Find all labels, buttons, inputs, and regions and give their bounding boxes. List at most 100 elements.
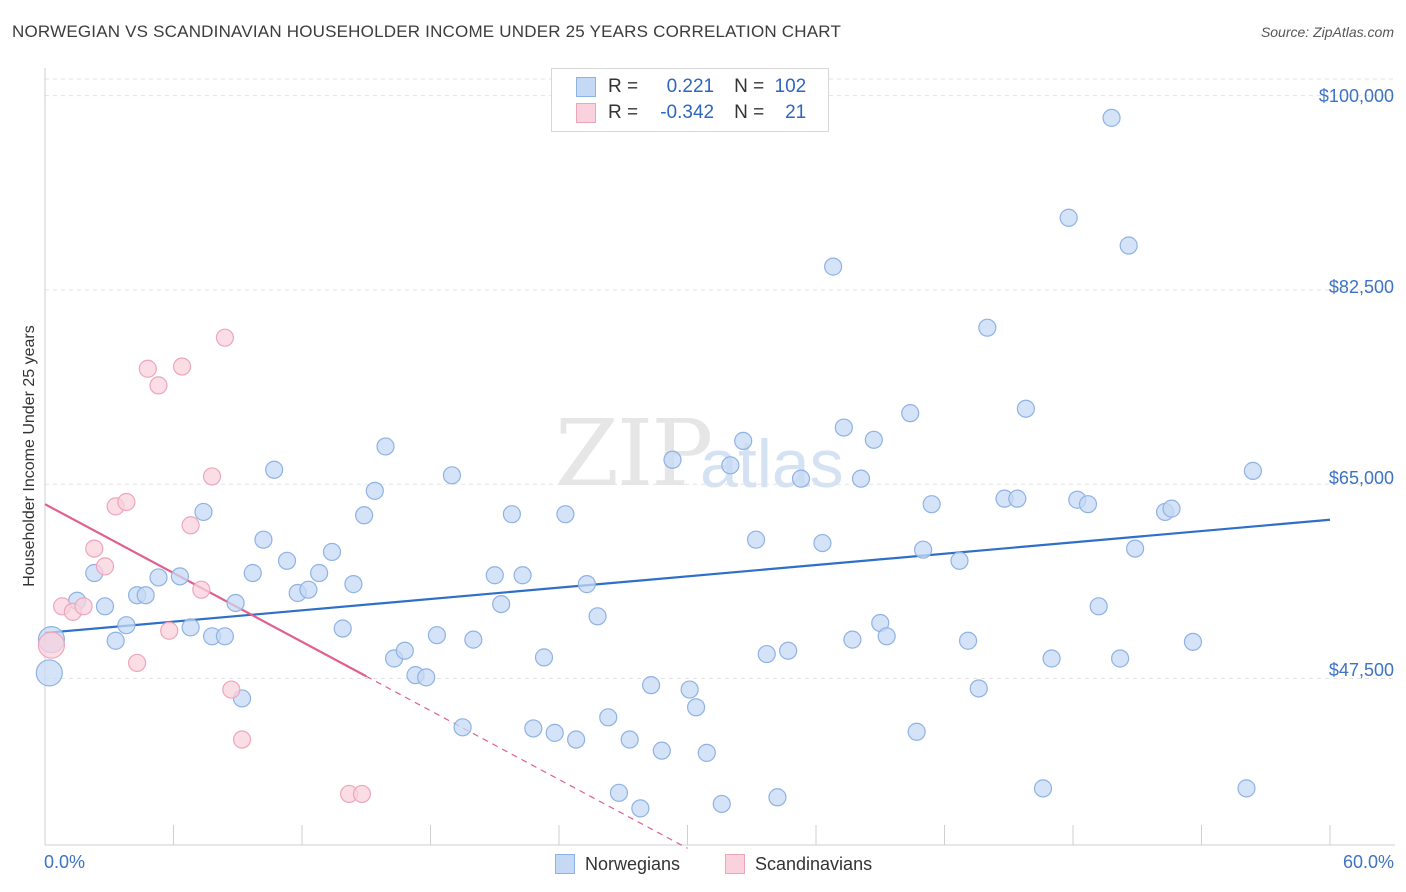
norwegians-point	[427, 626, 447, 645]
norwegians-point	[215, 627, 234, 646]
scandinavians-point	[181, 516, 200, 535]
norwegians-point	[534, 648, 554, 667]
norwegians-point	[35, 659, 63, 687]
norwegians-point	[680, 680, 699, 699]
norwegians-point	[277, 551, 297, 570]
norwegians-point	[1059, 208, 1078, 227]
norwegians-point	[577, 575, 596, 594]
scandinavians-trend-extension	[365, 675, 688, 849]
scandinavians-point	[160, 621, 179, 640]
legend-item-norwegians[interactable]: Norwegians	[555, 852, 680, 876]
scandinavians-point	[172, 357, 192, 376]
scandinavians-point	[222, 680, 241, 699]
norwegians-point	[1162, 499, 1181, 518]
norwegians-point	[1033, 779, 1053, 798]
r-label: R =	[608, 102, 639, 123]
norwegians-point	[969, 679, 988, 698]
norwegians-point	[1089, 597, 1108, 616]
norwegians-point	[464, 630, 483, 649]
norwegians-point	[333, 619, 352, 638]
norwegians-point	[950, 551, 969, 570]
norwegians-point	[721, 456, 740, 475]
norwegians-point	[686, 698, 706, 717]
norwegians-point	[813, 533, 832, 553]
norwegians-point	[567, 730, 586, 749]
norwegians-point	[556, 505, 575, 524]
norwegians-point	[1102, 108, 1121, 127]
norwegians-point	[791, 469, 811, 488]
norwegians-point	[1237, 779, 1256, 798]
norwegians-point	[355, 506, 374, 525]
norwegians-point	[641, 676, 661, 695]
norwegians-point	[106, 631, 125, 650]
norwegians-point	[877, 627, 896, 646]
norwegians-point	[663, 450, 682, 469]
norwegians-point	[149, 568, 168, 587]
y-tick-label-47500: $47,500	[1328, 660, 1394, 680]
norwegians-point	[243, 563, 262, 583]
n-label: N =	[734, 76, 765, 97]
norwegians-point	[652, 741, 671, 760]
norwegians-point	[1042, 649, 1061, 668]
norwegians-point	[588, 607, 607, 626]
grid-lines	[45, 78, 1395, 679]
scandinavians-point	[232, 730, 252, 749]
norwegians-point	[395, 641, 414, 660]
y-tick-label-65000: $65,000	[1328, 468, 1394, 488]
norwegians-point	[95, 597, 115, 616]
norwegians-point	[779, 641, 798, 660]
norwegians-point	[524, 719, 543, 738]
scandinavians-points	[37, 328, 372, 804]
stats-legend: R = 0.221 N = 102 R = -0.342 N = 21	[551, 68, 829, 132]
norwegians-point	[376, 437, 395, 456]
legend-row-scandinavians: R = -0.342 N = 21	[576, 101, 806, 125]
norwegians-point	[344, 575, 363, 594]
norwegians-point	[492, 594, 511, 614]
norwegians-point	[453, 718, 472, 737]
y-axis-label: Householder Income Under 25 years	[21, 325, 38, 587]
norwegians-point	[265, 460, 284, 479]
norwegians-point	[226, 593, 245, 613]
norwegians-n-value: 102	[774, 76, 807, 97]
norwegians-swatch	[576, 77, 596, 97]
scandinavians-point	[127, 653, 147, 673]
norwegians-point	[901, 404, 920, 423]
norwegians-point	[824, 257, 843, 276]
legend-row-norwegians: R = 0.221 N = 102	[576, 75, 806, 99]
norwegians-point	[513, 566, 532, 585]
axes	[44, 68, 1395, 846]
norwegians-point	[322, 542, 342, 562]
y-tick-label-82500: $82,500	[1328, 277, 1394, 297]
scandinavians-point	[74, 597, 93, 616]
scandinavians-point	[215, 328, 234, 347]
norwegians-point	[834, 418, 853, 437]
norwegians-legend-swatch	[555, 854, 575, 874]
scandinavians-point	[117, 492, 136, 512]
norwegians-point	[851, 469, 871, 488]
norwegians-point	[958, 631, 978, 650]
norwegians-point	[365, 481, 384, 500]
norwegians-point	[1183, 632, 1203, 651]
norwegians-trend-line	[44, 518, 1331, 635]
norwegians-point	[864, 430, 883, 449]
norwegians-point	[768, 788, 787, 807]
norwegians-point	[922, 495, 941, 514]
norwegians-point	[254, 530, 273, 549]
norwegians-point	[913, 540, 933, 559]
watermark-zip: ZIP	[555, 400, 713, 507]
scandinavians-point	[37, 631, 66, 659]
scandinavians-legend-swatch	[725, 854, 745, 874]
scandinavians-point	[138, 359, 157, 378]
norwegians-point	[599, 708, 618, 727]
legend-item-scandinavians[interactable]: Scandinavians	[725, 852, 872, 876]
x-tick-label-min: 0.0%	[44, 852, 86, 872]
norwegians-point	[545, 723, 564, 742]
norwegians-point	[310, 563, 329, 583]
norwegians-point	[1119, 236, 1138, 255]
norwegians-point	[1008, 489, 1027, 508]
scandinavians-point	[192, 580, 211, 599]
norwegians-point	[978, 318, 997, 337]
norwegians-point	[502, 505, 521, 524]
norwegians-point	[1243, 461, 1263, 480]
norwegians-point	[1016, 399, 1035, 418]
